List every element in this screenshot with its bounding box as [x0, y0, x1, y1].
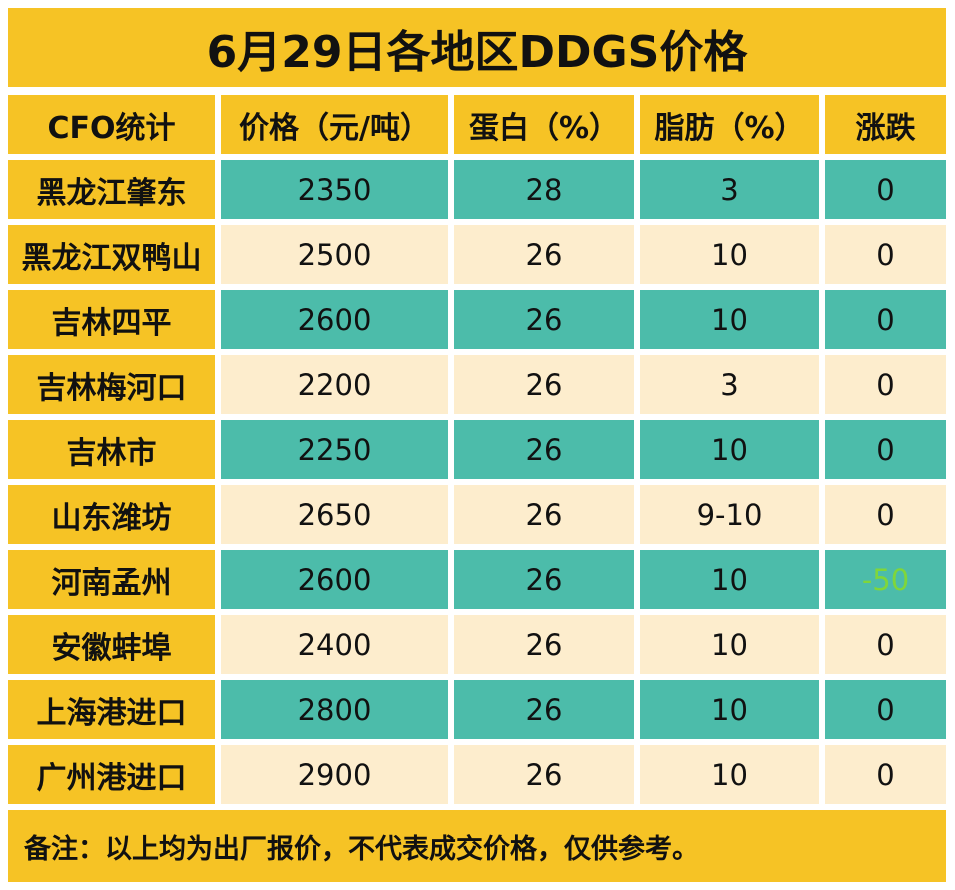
price-cell: 2600 — [221, 290, 448, 349]
protein-cell: 26 — [454, 745, 634, 804]
protein-cell: 26 — [454, 290, 634, 349]
protein-cell: 26 — [454, 550, 634, 609]
price-cell: 2500 — [221, 225, 448, 284]
protein-cell: 26 — [454, 615, 634, 674]
column-header: 价格（元/吨） — [221, 95, 448, 154]
protein-cell: 26 — [454, 355, 634, 414]
fat-cell: 3 — [640, 160, 819, 219]
price-cell: 2350 — [221, 160, 448, 219]
change-cell: 0 — [825, 160, 946, 219]
price-cell: 2900 — [221, 745, 448, 804]
protein-cell: 26 — [454, 420, 634, 479]
price-cell: 2400 — [221, 615, 448, 674]
table-title: 6月29日各地区DDGS价格 — [8, 8, 946, 87]
price-cell: 2200 — [221, 355, 448, 414]
protein-cell: 26 — [454, 680, 634, 739]
change-cell: 0 — [825, 485, 946, 544]
fat-cell: 10 — [640, 550, 819, 609]
column-header: CFO统计 — [8, 95, 215, 154]
change-cell: 0 — [825, 745, 946, 804]
fat-cell: 10 — [640, 290, 819, 349]
change-cell: 0 — [825, 420, 946, 479]
region-cell: 河南孟州 — [8, 550, 215, 609]
protein-cell: 26 — [454, 485, 634, 544]
protein-cell: 28 — [454, 160, 634, 219]
region-cell: 吉林市 — [8, 420, 215, 479]
fat-cell: 10 — [640, 745, 819, 804]
region-cell: 黑龙江肇东 — [8, 160, 215, 219]
price-cell: 2600 — [221, 550, 448, 609]
fat-cell: 10 — [640, 615, 819, 674]
price-cell: 2250 — [221, 420, 448, 479]
region-cell: 广州港进口 — [8, 745, 215, 804]
fat-cell: 9-10 — [640, 485, 819, 544]
price-cell: 2800 — [221, 680, 448, 739]
protein-cell: 26 — [454, 225, 634, 284]
change-cell: 0 — [825, 225, 946, 284]
change-cell: 0 — [825, 355, 946, 414]
change-cell: 0 — [825, 680, 946, 739]
change-cell: 0 — [825, 290, 946, 349]
fat-cell: 10 — [640, 420, 819, 479]
fat-cell: 10 — [640, 680, 819, 739]
footnote: 备注：以上均为出厂报价，不代表成交价格，仅供参考。 — [8, 810, 946, 882]
fat-cell: 10 — [640, 225, 819, 284]
column-header: 蛋白（%） — [454, 95, 634, 154]
change-cell: 0 — [825, 615, 946, 674]
region-cell: 安徽蚌埠 — [8, 615, 215, 674]
price-cell: 2650 — [221, 485, 448, 544]
region-cell: 山东潍坊 — [8, 485, 215, 544]
fat-cell: 3 — [640, 355, 819, 414]
region-cell: 上海港进口 — [8, 680, 215, 739]
region-cell: 黑龙江双鸭山 — [8, 225, 215, 284]
region-cell: 吉林梅河口 — [8, 355, 215, 414]
region-cell: 吉林四平 — [8, 290, 215, 349]
column-header: 脂肪（%） — [640, 95, 819, 154]
change-cell: -50 — [825, 550, 946, 609]
column-header: 涨跌 — [825, 95, 946, 154]
